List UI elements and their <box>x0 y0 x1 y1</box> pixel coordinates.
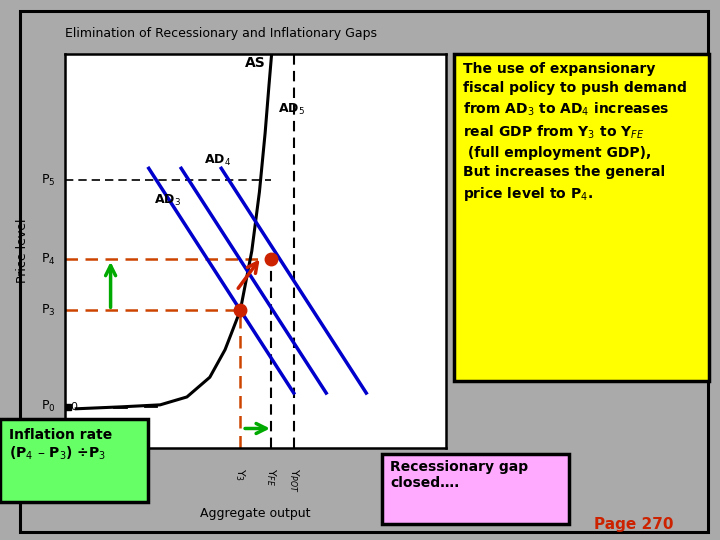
Text: AS: AS <box>246 56 266 70</box>
Text: AD$_4$: AD$_4$ <box>204 153 231 168</box>
Text: Y$_3$: Y$_3$ <box>233 468 247 481</box>
Text: AD$_5$: AD$_5$ <box>279 102 305 117</box>
Text: 0: 0 <box>71 402 78 412</box>
Text: Recessionary gap
closed….: Recessionary gap closed…. <box>390 460 528 490</box>
Text: P$_5$: P$_5$ <box>41 173 55 188</box>
Text: Aggregate output: Aggregate output <box>200 508 311 521</box>
Text: P$_4$: P$_4$ <box>40 252 55 267</box>
Text: Y$_{POT}$: Y$_{POT}$ <box>287 468 301 493</box>
Text: Inflation rate
(P$_4$ – P$_3$) ÷P$_3$: Inflation rate (P$_4$ – P$_3$) ÷P$_3$ <box>9 428 112 462</box>
Text: Page 270: Page 270 <box>594 517 673 532</box>
Text: Y$_{FE}$: Y$_{FE}$ <box>264 468 278 486</box>
Text: Price level: Price level <box>17 219 30 284</box>
Text: The use of expansionary
fiscal policy to push demand
from AD$_3$ to AD$_4$ incre: The use of expansionary fiscal policy to… <box>463 62 687 202</box>
Text: P$_3$: P$_3$ <box>41 303 55 318</box>
Text: Elimination of Recessionary and Inflationary Gaps: Elimination of Recessionary and Inflatio… <box>65 28 377 40</box>
Text: AD$_3$: AD$_3$ <box>155 193 181 208</box>
Text: P$_0$: P$_0$ <box>40 399 55 414</box>
